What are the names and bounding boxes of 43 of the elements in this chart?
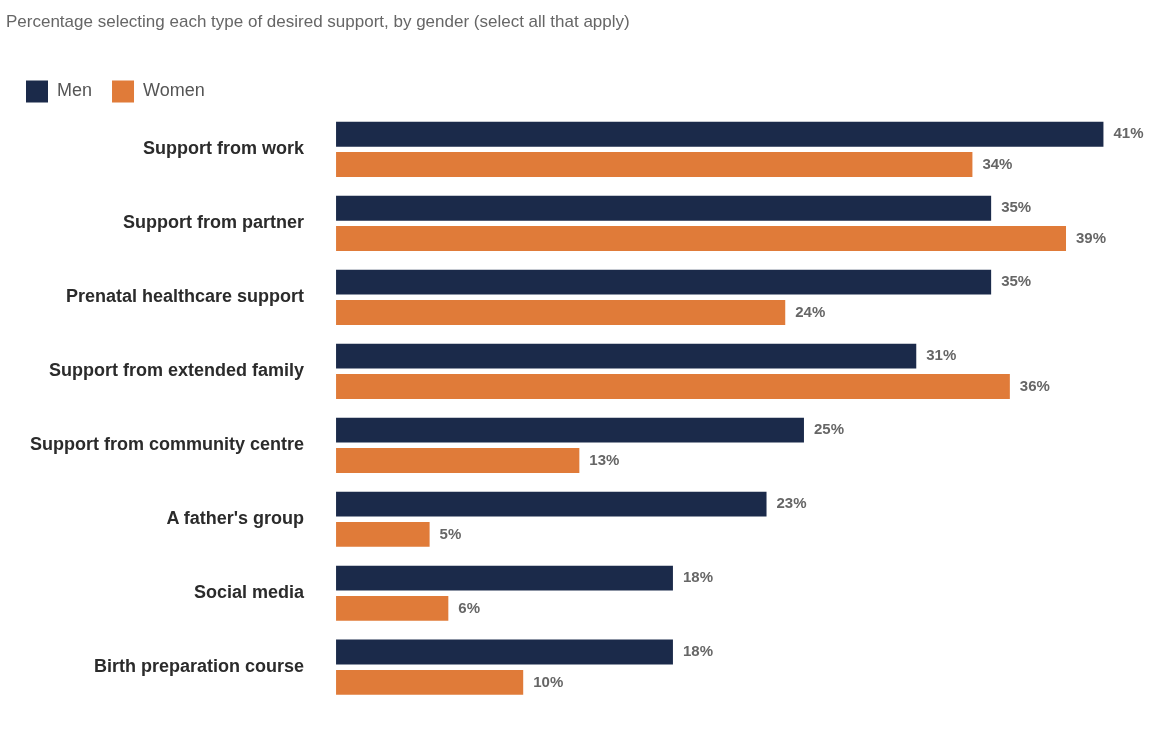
data-label: 13% xyxy=(589,450,620,468)
data-label: 39% xyxy=(1076,228,1107,246)
y-tick-label: Birth preparation course xyxy=(93,656,305,677)
legend-label: Women xyxy=(143,80,205,101)
bar xyxy=(336,374,1010,399)
bar xyxy=(336,639,673,665)
y-tick-label: Support from work xyxy=(143,138,306,159)
bar xyxy=(336,269,992,295)
y-tick-label: Support from partner xyxy=(123,212,305,233)
y-tick-label: Support from extended family xyxy=(48,360,305,381)
chart-title: Percentage selecting each type of desired support, by gender (select all that apply) xyxy=(6,11,630,31)
data-label: 25% xyxy=(813,420,844,438)
data-label: 18% xyxy=(682,642,713,660)
bar xyxy=(336,152,973,177)
bar xyxy=(336,226,1067,251)
y-tick-label: Support from community centre xyxy=(29,434,305,455)
data-label: 24% xyxy=(795,302,826,320)
bar xyxy=(336,448,580,473)
data-label: 35% xyxy=(1001,198,1032,216)
bar xyxy=(336,521,430,547)
bar xyxy=(336,565,673,591)
bar xyxy=(336,195,992,221)
bar xyxy=(336,491,767,517)
data-label: 34% xyxy=(982,154,1013,172)
data-label: 36% xyxy=(1019,376,1050,394)
bar xyxy=(336,343,917,369)
y-tick-label: Prenatal healthcare support xyxy=(65,286,305,307)
data-label: 6% xyxy=(458,598,481,616)
bar xyxy=(336,595,449,621)
y-tick-label: A father's group xyxy=(166,508,305,529)
bar xyxy=(336,300,786,325)
data-label: 23% xyxy=(776,494,807,512)
y-tick-label: Social media xyxy=(193,582,305,603)
bar xyxy=(336,669,524,695)
bar xyxy=(336,417,804,443)
data-label: 18% xyxy=(682,568,713,586)
data-label: 5% xyxy=(439,524,462,542)
data-label: 10% xyxy=(533,672,564,690)
data-label: 31% xyxy=(926,346,957,364)
bar xyxy=(336,121,1104,147)
legend-label: Men xyxy=(57,80,93,101)
data-label: 35% xyxy=(1001,272,1032,290)
data-label: 41% xyxy=(1113,124,1144,142)
